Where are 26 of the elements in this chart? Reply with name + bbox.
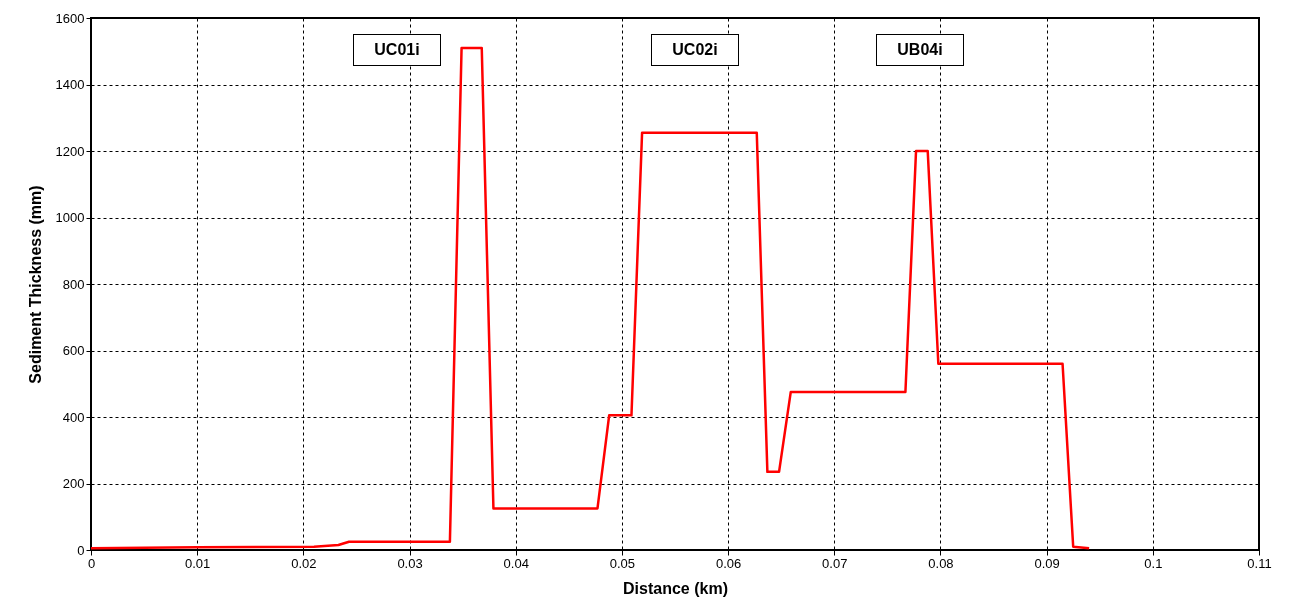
x-tick-label: 0.06 — [715, 555, 742, 571]
x-tick-label: 0.01 — [185, 555, 211, 571]
x-tick-label: 0.07 — [822, 555, 848, 571]
y-axis-title: Sediment Thickness (mm) — [26, 185, 44, 384]
y-tick-label: 1400 — [55, 77, 85, 92]
x-tick-label: 0.03 — [397, 555, 423, 571]
x-tick-label: 0.11 — [1247, 555, 1272, 571]
y-tick-label: 1000 — [55, 210, 85, 225]
x-tick-label: 0.09 — [1034, 555, 1060, 571]
y-tick-label: 1200 — [55, 143, 85, 159]
annotation: UC02i — [651, 34, 739, 66]
y-tick-label: 400 — [62, 409, 85, 425]
x-tick-label: 0.05 — [609, 555, 636, 571]
x-axis-title: Distance (km) — [623, 579, 728, 597]
x-tick-label: 0.02 — [291, 555, 317, 571]
y-tick-label: 0 — [77, 542, 85, 558]
y-tick-label: 1600 — [55, 10, 85, 26]
annotation: UC01i — [353, 34, 441, 66]
y-tick-label: 800 — [62, 276, 85, 292]
x-tick-label: 0.08 — [928, 555, 954, 571]
x-tick-label: 0 — [87, 555, 96, 571]
x-tick-label: 0.04 — [503, 555, 529, 571]
annotation: UB04i — [876, 34, 964, 66]
y-tick-label: 600 — [62, 343, 85, 358]
x-tick-label: 0.1 — [1144, 555, 1163, 571]
y-tick-label: 200 — [62, 476, 85, 491]
